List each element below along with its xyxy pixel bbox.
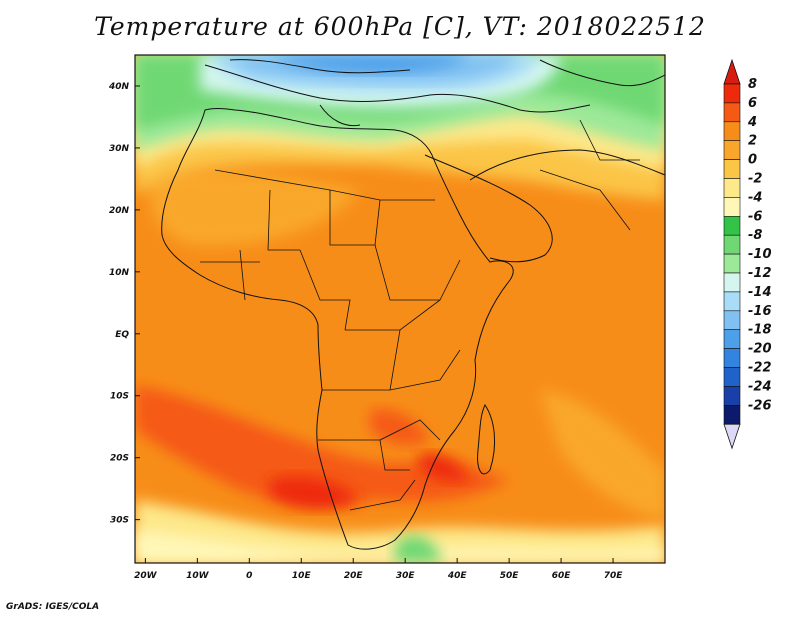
map-title: Temperature at 600hPa [C], VT: 201802251… (94, 12, 706, 41)
colorbar-swatch (723, 178, 741, 198)
colorbar-swatch (723, 367, 741, 387)
latitude-axis: 40N 30N 20N 10N EQ 10S 20S 30S (108, 82, 140, 526)
colorbar-label: -16 (748, 304, 772, 319)
grads-credit: GrADS: IGES/COLA (6, 602, 100, 612)
lon-tick-label: 10E (292, 571, 312, 581)
colorbar-label: 2 (748, 134, 757, 149)
lon-tick-label: 60E (552, 571, 572, 581)
lat-tick-label: 30N (109, 144, 130, 154)
lon-tick-label: 30E (396, 571, 416, 581)
lat-tick-label: 40N (108, 82, 130, 92)
lon-tick-label: 20W (134, 571, 158, 581)
colorbar-swatch (723, 348, 741, 368)
colorbar-label: -24 (748, 379, 772, 394)
colorbar-label: 8 (748, 77, 757, 92)
colorbar-swatch (723, 140, 741, 160)
colorbar-swatch (723, 197, 741, 217)
lat-tick-label: 10S (110, 392, 129, 402)
colorbar-swatch (723, 404, 741, 425)
colorbar-swatch (723, 386, 741, 406)
lon-tick-label: 40E (447, 571, 468, 581)
colorbar-label: -18 (748, 323, 772, 338)
colorbar-label: -10 (748, 247, 772, 262)
colorbar-label: -6 (748, 209, 762, 224)
colorbar-label: -26 (748, 398, 772, 413)
colorbar-swatch (723, 272, 741, 293)
colorbar-label: 6 (748, 96, 757, 111)
colorbar-top-arrow (723, 58, 741, 85)
lat-tick-label: 30S (110, 516, 129, 526)
coastlines (161, 59, 665, 550)
country-borders (200, 119, 640, 511)
colorbar-swatch (723, 253, 741, 274)
colorbar-swatch (723, 291, 741, 312)
lon-tick-label: 10W (186, 571, 210, 581)
colorbar-label: -8 (748, 228, 762, 243)
lon-tick-label: 20E (344, 571, 364, 581)
colorbar-label: -4 (748, 190, 762, 205)
colorbar-label: 4 (747, 115, 757, 130)
colorbar: 8 6 4 2 0 -2 -4 -6 -8 -10 -12 -14 -16 -18 -20 -22 -24 -26 (723, 58, 772, 450)
colorbar-swatch (723, 234, 741, 255)
lon-tick-label: 70E (604, 571, 624, 581)
colorbar-swatch (723, 121, 741, 142)
longitude-axis: 20W 10W 0 10E 20E 30E 40E 50E 60E 70E (134, 558, 623, 581)
colorbar-label: -2 (748, 172, 762, 187)
colorbar-label: -20 (748, 342, 772, 357)
colorbar-swatch (723, 102, 741, 123)
lat-tick-label: EQ (115, 330, 129, 340)
colorbar-swatch (723, 159, 741, 179)
colorbar-label: -14 (748, 285, 772, 300)
colorbar-label: -12 (748, 266, 772, 281)
map-frame (134, 54, 666, 564)
colorbar-swatch (723, 329, 741, 349)
lat-tick-label: 10N (109, 268, 130, 278)
lon-tick-label: 50E (500, 571, 520, 581)
lon-tick-label: 0 (246, 571, 252, 581)
colorbar-label: -22 (748, 361, 772, 376)
colorbar-swatch (723, 83, 741, 104)
lat-tick-label: 20N (109, 206, 130, 216)
colorbar-label: 0 (748, 153, 757, 168)
lat-tick-label: 20S (110, 454, 129, 464)
colorbar-swatch (723, 310, 741, 330)
colorbar-bottom-arrow (723, 423, 741, 450)
colorbar-swatch (723, 216, 741, 236)
